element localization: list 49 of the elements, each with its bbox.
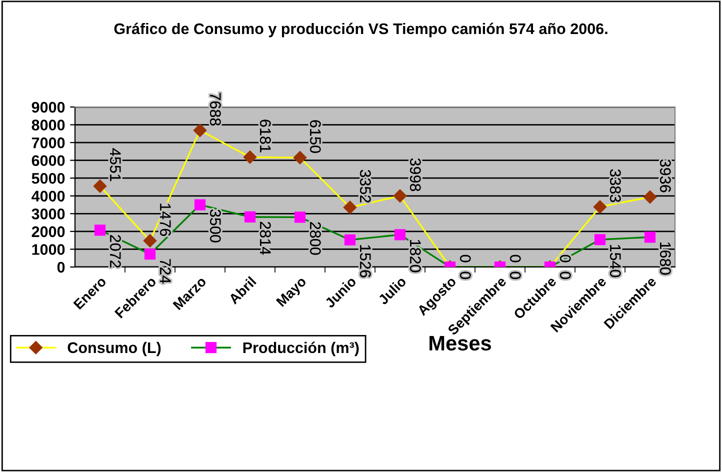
legend-label: Consumo (L) <box>68 342 161 356</box>
y-tick-label: 9000 <box>32 102 65 113</box>
point <box>193 124 207 137</box>
point <box>343 200 357 214</box>
point <box>594 234 606 246</box>
point <box>143 234 157 248</box>
data-label: 3500 <box>210 210 221 242</box>
data-label: 0 <box>510 272 521 280</box>
data-label: 1680 <box>660 242 671 275</box>
point <box>643 190 657 204</box>
data-label: 3352 <box>360 170 371 202</box>
y-tick-label: 7000 <box>32 137 65 148</box>
y-tick-label: 8000 <box>32 120 65 130</box>
x-axis-title: Meses <box>430 336 491 351</box>
y-tick-label: 6000 <box>32 155 65 166</box>
data-label: 2072 <box>110 235 121 268</box>
point <box>144 248 156 260</box>
data-label: 724 <box>160 259 171 284</box>
point <box>94 224 106 236</box>
data-label: 3383 <box>610 169 621 202</box>
y-tick-label: 0 <box>57 262 65 273</box>
y-tick-label: 3000 <box>32 208 65 220</box>
data-label: 3998 <box>410 158 421 192</box>
data-label: 0 <box>560 272 571 280</box>
point <box>243 150 257 164</box>
data-label: 7688 <box>210 92 221 126</box>
point <box>93 180 107 193</box>
y-tick-label: 4000 <box>32 190 65 202</box>
point <box>293 151 307 164</box>
data-label: 1476 <box>160 204 171 236</box>
data-label: 6150 <box>310 120 321 153</box>
point <box>394 229 406 240</box>
point <box>644 232 656 243</box>
y-tick-label: 1000 <box>32 244 65 255</box>
legend-label: Producción (m³) <box>243 342 359 356</box>
point <box>194 199 206 210</box>
point <box>294 212 306 223</box>
point <box>244 211 256 223</box>
data-label: 0 <box>460 272 471 280</box>
data-label: 0 <box>460 254 471 262</box>
point <box>393 189 407 203</box>
point <box>344 234 356 246</box>
data-label: 3936 <box>660 159 671 192</box>
data-label: 0 <box>560 254 571 262</box>
y-tick-label: 5000 <box>32 172 65 184</box>
point <box>593 200 607 214</box>
chart-title: Gráfico de Consumo y producción VS Tiempo camión 574 año 2006. <box>114 22 608 38</box>
data-label: 0 <box>510 254 521 262</box>
y-tick-label: 2000 <box>32 226 65 238</box>
